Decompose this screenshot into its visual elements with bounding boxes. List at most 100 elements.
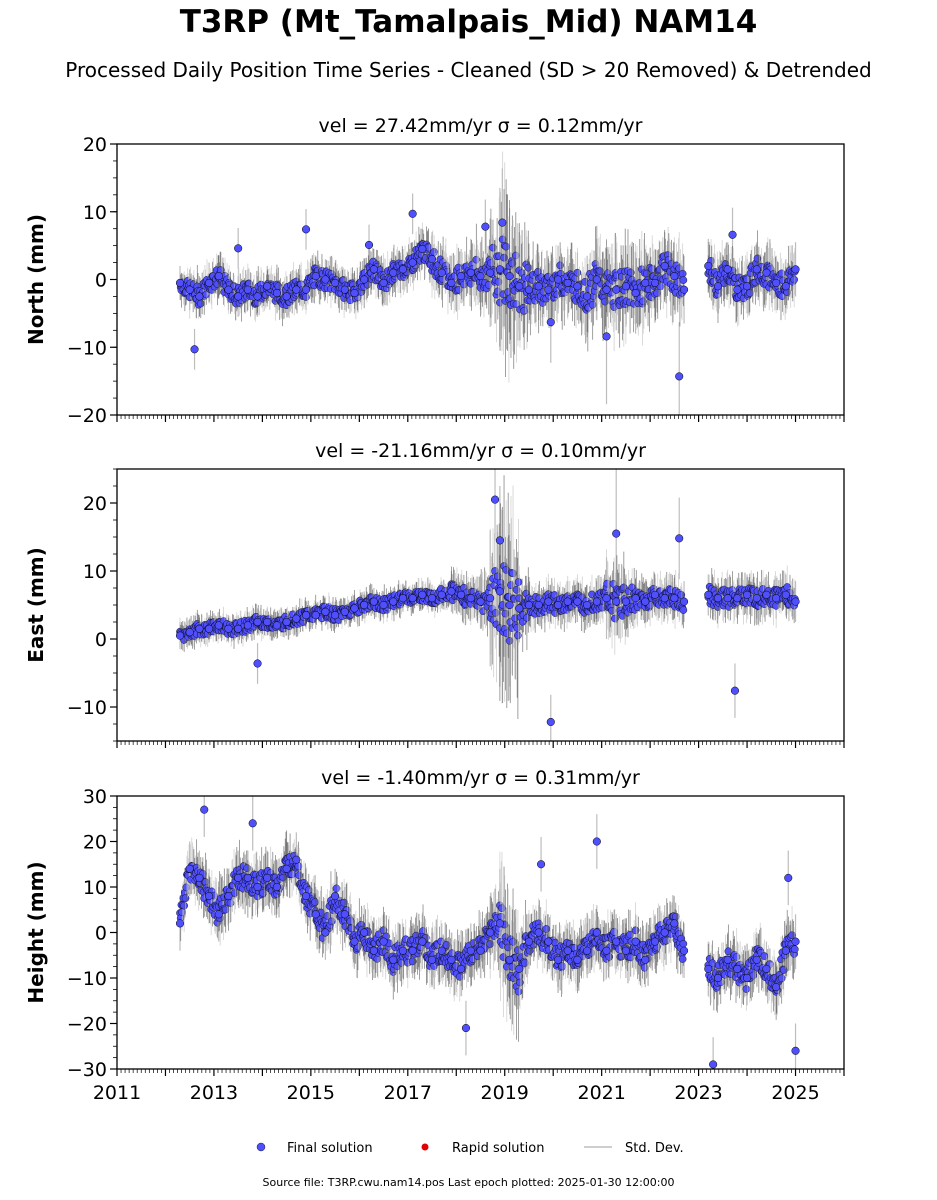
y-tick-label: 0 (95, 629, 107, 651)
y-tick-label: 20 (83, 493, 107, 515)
data-point (364, 240, 374, 249)
data-point (311, 611, 320, 620)
data-point (180, 901, 188, 910)
data-point (234, 624, 243, 633)
data-point (514, 578, 523, 586)
data-point (195, 624, 204, 633)
data-point (679, 276, 688, 284)
data-point (195, 292, 204, 301)
data-point (573, 597, 582, 606)
panel-1: vel = 27.42mm/yr σ = 0.12mm/yr North (mm)… (24, 115, 845, 427)
y-tick-label: −10 (67, 337, 107, 359)
data-point (350, 289, 359, 298)
data-point (263, 617, 272, 627)
data-point (680, 285, 689, 294)
data-point (650, 278, 660, 287)
data-point (272, 621, 281, 630)
data-point (621, 282, 630, 291)
data-point (641, 278, 650, 287)
data-point (546, 318, 555, 327)
data-point (418, 590, 427, 599)
data-point (234, 292, 243, 301)
data-point (389, 597, 398, 606)
data-point (583, 600, 592, 610)
data-point (677, 591, 686, 599)
data-point (679, 606, 688, 614)
data-point (379, 600, 388, 610)
data-point (490, 495, 500, 504)
data-point (243, 621, 252, 630)
data-point (311, 898, 319, 906)
data-point (670, 594, 679, 603)
y-axis-label: East (mm) (24, 547, 48, 663)
data-point (301, 611, 311, 620)
data-point (253, 659, 262, 668)
data-point (234, 244, 243, 253)
data-point (495, 536, 504, 545)
data-point (466, 268, 475, 277)
figure-subtitle: Processed Daily Position Time Series - C… (65, 58, 872, 82)
data-point (752, 265, 761, 274)
data-point (447, 587, 456, 596)
data-point (282, 617, 291, 627)
data-point (437, 590, 446, 599)
data-point (340, 607, 349, 616)
data-point (340, 285, 349, 294)
data-point (331, 611, 340, 620)
data-point (772, 594, 781, 603)
data-point (253, 292, 262, 301)
data-point (214, 272, 223, 281)
y-tick-label: 0 (95, 270, 107, 292)
data-point (321, 607, 330, 616)
data-point (733, 285, 742, 294)
data-point (331, 278, 340, 287)
data-point (791, 597, 800, 606)
data-point (301, 225, 311, 234)
data-point (612, 285, 621, 294)
plot-area (175, 796, 800, 1069)
data-point (360, 600, 369, 610)
data-point (466, 594, 475, 603)
data-point (553, 600, 563, 610)
data-point (185, 628, 194, 637)
data-point (730, 686, 740, 695)
data-point (175, 278, 185, 287)
data-point (534, 600, 543, 610)
data-point (728, 230, 737, 239)
data-point (190, 345, 199, 354)
data-point (553, 275, 563, 284)
data-point (704, 261, 713, 271)
data-point (680, 597, 689, 606)
plot-area (175, 469, 800, 741)
data-point (781, 590, 790, 599)
data-point (185, 285, 194, 294)
data-point (495, 587, 504, 596)
data-point (723, 594, 732, 603)
panel-title: vel = 27.42mm/yr σ = 0.12mm/yr (319, 115, 643, 137)
data-point (369, 597, 378, 606)
data-point (515, 282, 524, 291)
data-point (505, 272, 514, 281)
data-point (369, 265, 378, 274)
data-point (675, 372, 684, 381)
data-point (524, 263, 533, 272)
data-point (573, 268, 582, 277)
data-point (772, 278, 781, 287)
data-point (498, 218, 507, 227)
data-point (515, 604, 524, 613)
y-tick-label: 20 (83, 134, 107, 156)
data-point (205, 624, 214, 633)
data-point (481, 222, 490, 231)
data-point (224, 624, 233, 633)
data-point (524, 285, 534, 294)
data-point (214, 621, 223, 630)
data-point (181, 894, 190, 902)
data-point (602, 594, 611, 603)
data-point (790, 275, 798, 284)
data-point (476, 597, 485, 606)
data-point (602, 332, 611, 341)
data-point (301, 285, 311, 294)
data-point (476, 272, 485, 281)
data-point (272, 289, 281, 298)
